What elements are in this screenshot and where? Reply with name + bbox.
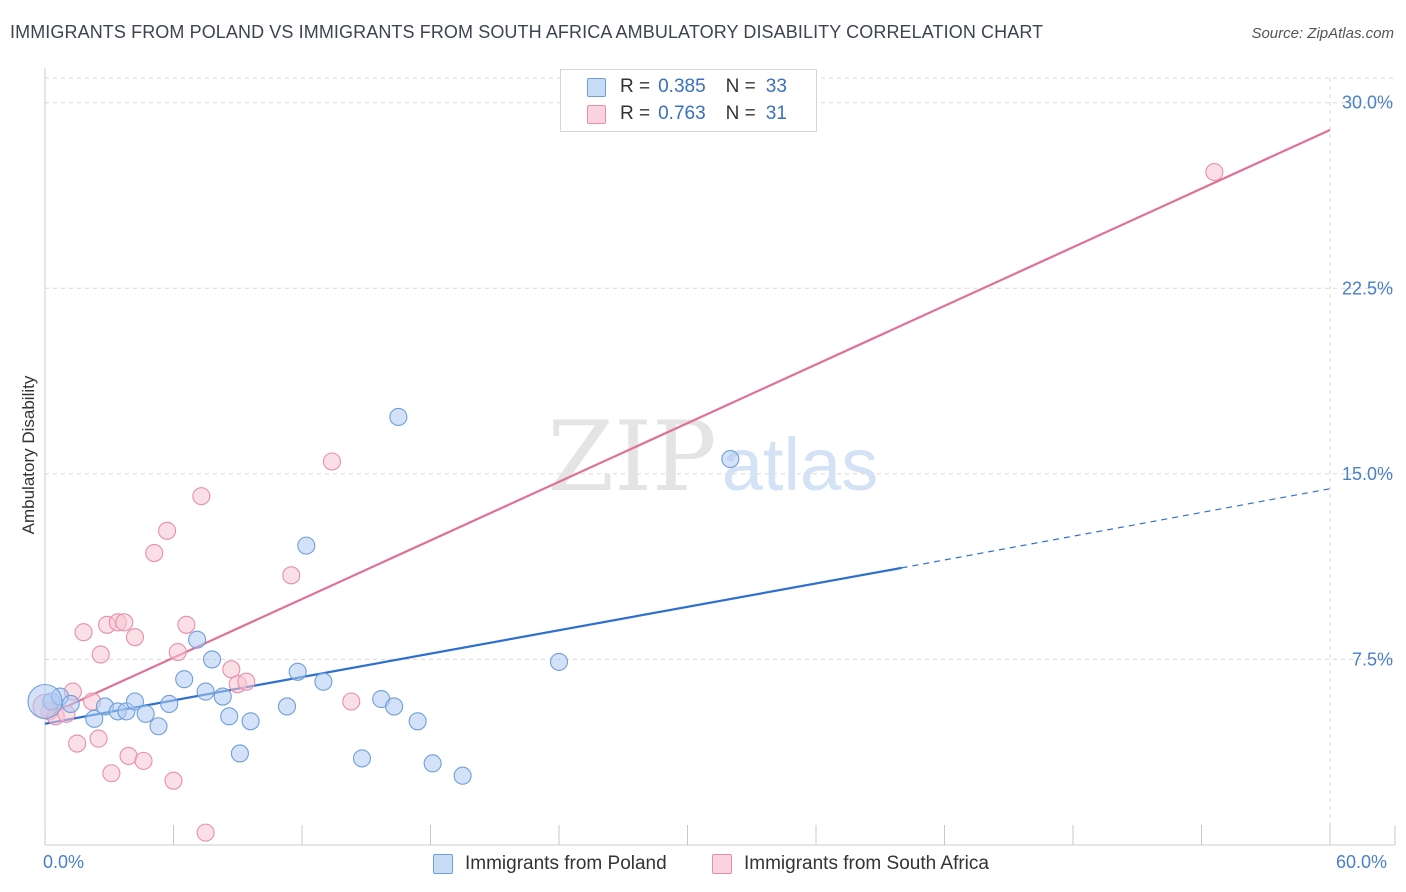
poland-point	[549, 652, 569, 671]
south-africa-point	[1205, 162, 1224, 182]
poland-point	[160, 694, 179, 714]
chart-title: IMMIGRANTS FROM POLAND VS IMMIGRANTS FRO…	[10, 22, 1044, 42]
poland-legend-swatch	[433, 854, 453, 874]
poland-point	[277, 697, 297, 716]
south-africa-point	[177, 615, 196, 634]
poland-point	[241, 712, 260, 731]
watermark-zip: ZIP	[547, 401, 716, 513]
bottom-legend-south-africa: Immigrants from South Africa	[712, 852, 989, 876]
legend-r-value-south-africa: 0.763	[658, 103, 706, 124]
poland-point	[385, 697, 404, 716]
south-africa-point	[115, 613, 134, 632]
axes	[44, 68, 1396, 846]
poland-point	[721, 449, 740, 469]
south-africa-point	[282, 566, 301, 585]
y-tick-label: 15.0%	[1342, 464, 1393, 484]
poland-trend-extension	[901, 488, 1331, 569]
south-africa-point	[74, 623, 93, 642]
poland-point	[230, 744, 249, 763]
south-africa-point	[237, 672, 256, 691]
south-africa-point	[89, 729, 108, 748]
bottom-legend-poland: Immigrants from Poland	[433, 852, 667, 876]
legend-n-label: N =	[725, 103, 756, 124]
south-africa-trend-line	[44, 128, 1331, 718]
correlation-legend: R = 0.385 N = 33 R = 0.763 N = 31	[560, 69, 817, 132]
poland-point	[220, 707, 239, 726]
south-africa-point	[68, 734, 87, 753]
south-africa-legend-swatch	[712, 854, 732, 874]
poland-point	[125, 692, 144, 711]
south-africa-point	[342, 692, 361, 711]
poland-point	[453, 766, 472, 785]
south-africa-point	[91, 645, 110, 664]
legend-n-value-south-africa: 31	[765, 103, 787, 124]
y-tick-label: 22.5%	[1342, 278, 1393, 298]
poland-point	[175, 670, 194, 689]
x-tick-max: 60.0%	[1336, 852, 1388, 872]
y-tick-label: 30.0%	[1342, 93, 1393, 113]
south-africa-point	[102, 764, 121, 783]
poland-point	[423, 754, 442, 773]
legend-n-value-poland: 33	[765, 76, 787, 97]
x-tick-min: 0.0%	[43, 852, 85, 872]
south-africa-point	[322, 452, 342, 471]
legend-r-label: R =	[620, 76, 651, 97]
watermark-atlas: atlas	[722, 423, 878, 506]
data-points	[27, 162, 1224, 842]
poland-point	[149, 717, 168, 736]
poland-point	[389, 407, 408, 427]
poland-point	[27, 683, 63, 720]
source-label: Source: ZipAtlas.com	[1251, 25, 1394, 42]
south-africa-point	[119, 746, 138, 765]
poland-point	[85, 709, 104, 728]
south-africa-legend-label: Immigrants from South Africa	[744, 853, 989, 874]
legend-r-value-poland: 0.385	[658, 76, 706, 97]
poland-point	[288, 662, 307, 681]
south-africa-point	[192, 487, 211, 506]
poland-point	[61, 694, 80, 714]
poland-point	[213, 687, 232, 706]
south-africa-point	[196, 823, 215, 842]
poland-point	[314, 672, 333, 691]
south-africa-point	[164, 771, 183, 790]
watermark: ZIP atlas	[547, 401, 878, 513]
south-africa-point	[168, 642, 187, 662]
poland-point	[203, 650, 222, 669]
south-africa-point	[134, 751, 153, 770]
south-africa-point	[145, 543, 164, 563]
poland-legend-label: Immigrants from Poland	[465, 853, 667, 874]
legend-r-label: R =	[620, 103, 651, 124]
poland-swatch	[587, 77, 606, 97]
trend-lines	[44, 128, 1331, 725]
poland-point	[136, 704, 155, 723]
legend-n-label: N =	[725, 76, 756, 97]
poland-point	[196, 682, 215, 701]
poland-point	[408, 712, 427, 731]
y-tick-labels: 7.5% 15.0% 22.5% 30.0%	[1342, 93, 1393, 670]
y-tick-label: 7.5%	[1352, 649, 1393, 669]
legend-row-south-africa: R = 0.763 N = 31	[587, 101, 787, 127]
south-africa-point	[125, 628, 144, 647]
poland-point	[297, 536, 316, 555]
south-africa-point	[158, 521, 177, 540]
poland-trend-line	[44, 566, 902, 725]
poland-point	[188, 630, 207, 649]
legend-row-poland: R = 0.385 N = 33	[587, 74, 787, 100]
poland-point	[352, 749, 372, 768]
south-africa-swatch	[587, 104, 606, 124]
